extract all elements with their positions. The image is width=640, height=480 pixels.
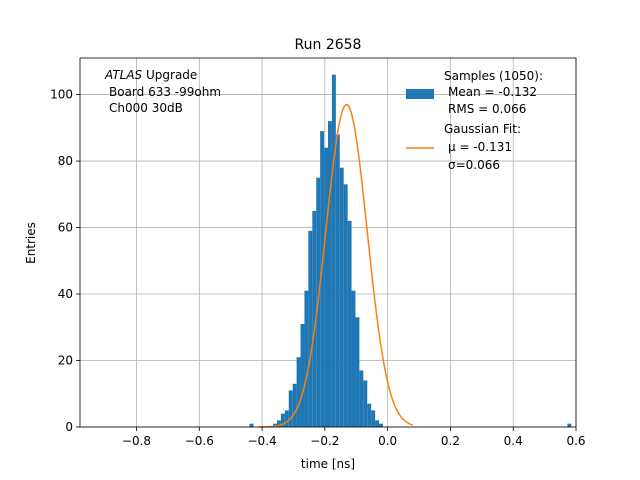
histogram-bar <box>367 403 372 427</box>
histogram-bar <box>347 220 352 427</box>
y-tick-label: 20 <box>58 354 73 368</box>
histogram-bar <box>567 423 572 427</box>
y-tick-label: 0 <box>65 420 73 434</box>
histogram-bar <box>371 410 376 427</box>
y-tick-label: 40 <box>58 287 73 301</box>
x-tick-label: −0.2 <box>310 434 339 448</box>
histogram-bar <box>288 390 293 427</box>
histogram-bar <box>304 290 309 427</box>
plot-frame <box>79 57 577 428</box>
legend-fit-line-3: σ=0.066 <box>448 158 500 172</box>
histogram-bar <box>324 147 328 427</box>
annotation-upgrade: Upgrade <box>142 68 197 82</box>
x-tick-label: 0.0 <box>378 434 397 448</box>
x-tick-label: 0.6 <box>566 434 585 448</box>
histogram-bar <box>355 317 360 427</box>
histogram-bar <box>359 370 364 427</box>
x-tick-label: 0.2 <box>441 434 460 448</box>
x-tick-label: −0.8 <box>122 434 151 448</box>
axis-ticks: −0.8 −0.6 −0.4 −0.2 0.0 0.2 0.4 0.6 0 20 40 60 80 100 <box>50 88 585 448</box>
atlas-italic: ATLAS <box>104 68 143 82</box>
histogram-bar <box>328 121 332 427</box>
legend-hist-line-2: Mean = -0.132 <box>448 85 537 99</box>
x-tick-label: 0.4 <box>504 434 523 448</box>
histogram-bar <box>296 357 301 427</box>
histogram-bar <box>339 167 344 427</box>
x-tick-label: −0.4 <box>248 434 277 448</box>
annotation-line-1: ATLAS Upgrade <box>104 68 197 82</box>
legend: Samples (1050): Mean = -0.132 RMS = 0.06… <box>406 69 543 172</box>
y-tick-label: 80 <box>58 154 73 168</box>
chart-title: Run 2658 <box>295 37 362 53</box>
y-axis-label: Entries <box>24 222 38 264</box>
histogram-bar <box>249 423 254 427</box>
legend-hist-line-1: Samples (1050): <box>444 69 543 83</box>
histogram-bar <box>351 290 356 427</box>
histogram-bar <box>375 420 380 427</box>
histogram-bar <box>280 413 285 427</box>
histogram-bars <box>249 74 572 428</box>
histogram-bar <box>292 383 297 427</box>
atlas-annotation: ATLAS Upgrade Board 633 -99ohm Ch000 30d… <box>104 68 221 115</box>
legend-fit-line-1: Gaussian Fit: <box>444 122 521 136</box>
histogram-bar <box>363 380 368 427</box>
legend-fit-line-2: μ = -0.131 <box>448 140 512 154</box>
histogram-bar <box>312 210 317 427</box>
legend-hist-swatch <box>406 89 434 99</box>
x-axis-label: time [ns] <box>301 457 355 471</box>
legend-hist-line-3: RMS = 0.066 <box>448 102 526 116</box>
gaussian-fit-line <box>258 103 413 428</box>
y-tick-label: 60 <box>58 221 73 235</box>
histogram-bar <box>343 184 348 427</box>
histogram-bar <box>320 131 325 427</box>
x-tick-label: −0.6 <box>185 434 214 448</box>
histogram-bar <box>379 423 383 427</box>
histogram-bar <box>273 423 277 427</box>
annotation-line-3: Ch000 30dB <box>109 101 183 115</box>
histogram-bar <box>300 323 305 427</box>
histogram-bar <box>276 420 281 427</box>
y-tick-label: 100 <box>50 88 73 102</box>
histogram-bar <box>335 134 340 427</box>
histogram-bar <box>331 74 336 428</box>
histogram-bar <box>284 410 289 427</box>
histogram-bar <box>308 230 313 427</box>
annotation-line-2: Board 633 -99ohm <box>109 85 221 99</box>
